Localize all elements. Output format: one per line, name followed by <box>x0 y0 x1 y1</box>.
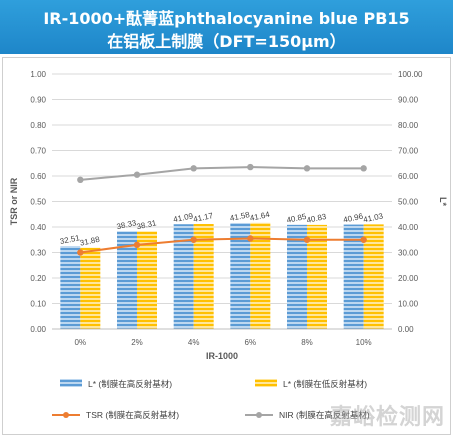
line-point <box>303 165 311 172</box>
series-line <box>80 166 364 181</box>
line-point <box>247 235 254 242</box>
bar-data-label: 40.85 <box>286 212 308 225</box>
legend-label: L* (制膜在低反射基材) <box>283 379 367 389</box>
y-right-tick-label: 90.00 <box>398 96 419 105</box>
bar <box>80 247 101 329</box>
bar-data-label: 38.33 <box>116 218 138 231</box>
y-right-axis-label: L* <box>438 197 448 206</box>
bar <box>117 231 137 329</box>
bar-data-label: 32.51 <box>59 233 81 246</box>
y-left-tick-label: 0.00 <box>30 325 46 334</box>
bar <box>287 224 307 329</box>
y-left-tick-label: 0.80 <box>30 121 46 130</box>
y-right-tick-label: 70.00 <box>398 147 419 156</box>
bar <box>193 224 214 329</box>
bar <box>230 222 251 329</box>
y-left-tick-label: 0.30 <box>30 249 46 258</box>
bar <box>60 246 81 329</box>
bar-data-label: 38.31 <box>136 218 158 231</box>
line-point <box>133 171 141 178</box>
y-left-tick-label: 0.40 <box>30 223 46 232</box>
y-right-tick-label: 30.00 <box>398 249 419 258</box>
x-tick-label: 2% <box>131 338 143 347</box>
y-left-tick-label: 1.00 <box>30 70 46 79</box>
y-right-tick-label: 0.00 <box>398 325 414 334</box>
y-left-tick-label: 0.50 <box>30 198 46 207</box>
x-tick-label: 10% <box>356 338 372 347</box>
bar <box>137 231 157 329</box>
legend-marker <box>256 412 262 418</box>
bar-data-label: 40.96 <box>342 212 364 225</box>
x-axis-label: IR-1000 <box>206 351 238 361</box>
line-point <box>247 163 254 171</box>
bar <box>173 224 194 329</box>
legend-label: L* (制膜在高反射基材) <box>88 379 172 389</box>
series-line <box>80 237 364 254</box>
bar-data-label: 41.09 <box>172 211 194 224</box>
line-point <box>360 165 367 172</box>
line-point <box>77 249 84 256</box>
line-point <box>190 236 197 243</box>
y-right-tick-label: 50.00 <box>398 198 419 207</box>
line-point <box>190 165 197 172</box>
watermark: 嘉峪检测网 <box>329 405 445 430</box>
y-left-axis-label: TSR or NIR <box>9 177 19 225</box>
line-point <box>360 236 367 243</box>
y-right-tick-label: 100.00 <box>398 70 423 79</box>
y-right-tick-label: 20.00 <box>398 274 419 283</box>
y-right-tick-label: 40.00 <box>398 223 419 232</box>
y-right-tick-label: 10.00 <box>398 300 419 309</box>
line-point <box>303 236 311 243</box>
title-line-1: IR-1000+酞菁蓝phthalocyanine blue PB15 <box>43 9 410 28</box>
bar <box>363 224 384 329</box>
y-left-tick-label: 0.70 <box>30 147 46 156</box>
line-point <box>133 241 141 249</box>
bar-data-label: 31.88 <box>79 235 101 248</box>
legend-label: NIR (制膜在高反射基材) <box>279 410 370 420</box>
y-right-tick-label: 60.00 <box>398 172 419 181</box>
x-tick-label: 0% <box>75 338 87 347</box>
bar-data-label: 41.58 <box>229 210 251 223</box>
legend-label: TSR (制膜在高反射基材) <box>86 410 179 420</box>
bar-data-label: 40.83 <box>306 212 328 225</box>
x-tick-label: 8% <box>301 338 313 347</box>
bar <box>307 224 327 329</box>
bar-data-label: 41.17 <box>192 211 214 224</box>
legend-swatch <box>255 379 277 387</box>
title-banner: IR-1000+酞菁蓝phthalocyanine blue PB15 在铝板上… <box>0 0 453 54</box>
x-tick-label: 4% <box>188 338 200 347</box>
y-left-tick-label: 0.20 <box>30 274 46 283</box>
x-tick-label: 6% <box>245 338 257 347</box>
bar <box>250 222 271 329</box>
legend-marker <box>63 412 69 418</box>
y-left-tick-label: 0.90 <box>30 96 46 105</box>
title-line-2: 在铝板上制膜（DFT=150μm） <box>107 32 346 51</box>
y-left-tick-label: 0.10 <box>30 300 46 309</box>
legend-swatch <box>60 379 82 387</box>
bar-data-label: 41.03 <box>362 211 384 224</box>
y-left-tick-label: 0.60 <box>30 172 46 181</box>
bar <box>343 224 364 329</box>
line-point <box>77 176 84 184</box>
bar-data-label: 41.64 <box>249 210 271 223</box>
y-right-tick-label: 80.00 <box>398 121 419 130</box>
